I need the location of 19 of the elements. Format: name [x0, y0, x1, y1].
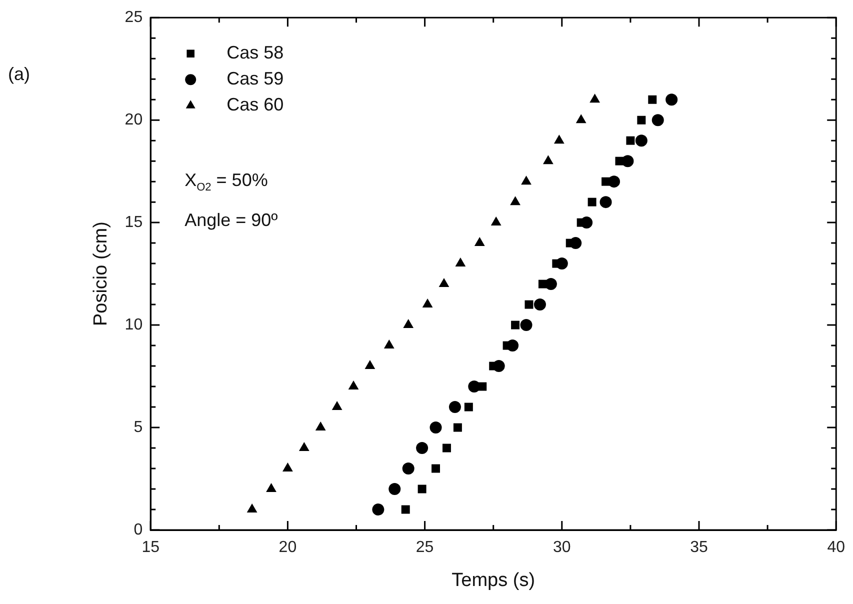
y-tick-label: 10 [124, 316, 143, 334]
x-tick-label: 20 [278, 539, 297, 556]
legend-label: Cas 59 [226, 68, 284, 89]
y-tick-label: 0 [134, 521, 143, 538]
legend-label: Cas 58 [226, 42, 284, 63]
x-tick-label: 35 [690, 539, 708, 556]
x-axis-title: Temps (s) [452, 570, 536, 591]
y-tick-label: 20 [124, 111, 143, 128]
annotation: Angle = 90º [184, 210, 278, 231]
x-tick-label: 25 [416, 539, 434, 556]
y-axis-title: Posicio (cm) [90, 222, 112, 326]
y-tick-label: 5 [134, 418, 143, 436]
legend-label: Cas 60 [226, 94, 284, 115]
x-tick-label: 30 [553, 539, 571, 556]
annotation: X$_{O2}$ = 50% [184, 170, 268, 194]
text: (a) [8, 64, 30, 85]
y-tick-label: 15 [124, 214, 143, 231]
y-tick-label: 25 [124, 9, 143, 26]
x-tick-label: 40 [827, 539, 846, 556]
